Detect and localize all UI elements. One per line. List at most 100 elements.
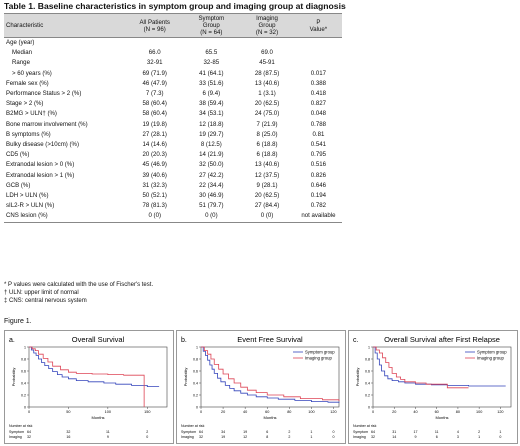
- x-tick-label: 120: [330, 410, 336, 414]
- legend-label: Symptom group: [477, 350, 507, 355]
- cell-symptom: 51 (79.7): [199, 202, 224, 210]
- cell-p-value: 0.795: [310, 151, 327, 159]
- cell-imaging: 20 (62.5): [254, 192, 280, 200]
- header-text: Symptom: [198, 15, 225, 22]
- panel-label: a.: [9, 337, 15, 344]
- risk-value: 1: [478, 435, 480, 439]
- cell-symptom: 33 (51.6): [199, 79, 224, 87]
- risk-value: 2: [478, 430, 480, 434]
- risk-value: 14: [392, 435, 396, 439]
- risk-value: 1: [310, 435, 312, 439]
- cell-characteristic: B2MG > ULN† (%): [6, 110, 57, 118]
- header-text: Group: [258, 22, 276, 29]
- cell-all: 69 (71.9): [142, 69, 167, 77]
- table-row: Bulky disease (>10cm) (%) 14 (14.6) 8 (12.…: [4, 140, 342, 150]
- cell-symptom: 22 (34.4): [199, 181, 224, 189]
- cell-imaging: 24 (75.0): [254, 110, 280, 118]
- series-line-1: [373, 346, 469, 389]
- cell-all: 39 (40.6): [142, 171, 167, 179]
- header-text: (N = 32): [255, 29, 279, 36]
- y-axis-label: Probability: [355, 368, 360, 387]
- cell-imaging: [239, 38, 295, 49]
- x-tick-label: 100: [105, 410, 111, 414]
- risk-value: 19: [243, 430, 247, 434]
- risk-value: 2: [288, 435, 290, 439]
- cell-imaging: 28 (87.5): [254, 69, 280, 77]
- cell-all: 50 (52.1): [142, 192, 167, 200]
- note-p-values: * P values were calculated with the use …: [4, 282, 154, 288]
- cell-imaging: 9 (28.1): [256, 181, 278, 189]
- risk-table-label: Number at risk: [181, 424, 205, 428]
- x-tick-label: 60: [435, 410, 439, 414]
- risk-value: 2: [288, 430, 290, 434]
- x-tick-label: 150: [144, 410, 150, 414]
- y-tick-label: 0.6: [193, 370, 198, 374]
- y-tick-label: 0: [24, 406, 26, 410]
- cell-p-value: 0.017: [310, 69, 327, 77]
- figure-label: Figure 1.: [4, 318, 32, 325]
- x-axis-label: Months: [263, 415, 276, 420]
- km-chart-survival-after-relapse: c. Overall Survival after First Relapse00…: [353, 335, 512, 439]
- cell-all: 31 (32.3): [142, 181, 167, 189]
- legend-label: Imaging group: [477, 356, 504, 361]
- y-tick-label: 0.2: [21, 394, 26, 398]
- cell-p-value: 0.388: [310, 79, 327, 87]
- cell-characteristic: Female sex (%): [6, 79, 49, 87]
- y-tick-label: 0.4: [21, 382, 26, 386]
- chart-title: Overall Survival after First Relapse: [384, 335, 500, 344]
- cell-p-value: 0.826: [310, 171, 327, 179]
- cell-all: 58 (60.4): [142, 100, 167, 108]
- risk-value: 32: [27, 435, 31, 439]
- risk-value: 9: [107, 435, 109, 439]
- risk-row-name: Symptom: [9, 430, 24, 434]
- cell-symptom: 12 (18.8): [199, 120, 224, 128]
- table-row: Bone marrow involvement (%) 19 (19.8) 12 (…: [4, 120, 342, 130]
- cell-symptom: 6 (9.4): [202, 90, 221, 98]
- cell-symptom: 0 (0): [183, 211, 240, 223]
- table-row: Extranodal lesion > 1 (%) 39 (40.6) 27 (42…: [4, 171, 342, 181]
- y-axis-label: Probability: [11, 368, 16, 387]
- panel-overall-survival: a. Overall Survival 0 0.2 0.4 0.6 0.8 1 0 50 100 15…: [4, 330, 174, 444]
- header-text: All Patients: [139, 18, 170, 26]
- risk-row-name: Imaging: [353, 435, 366, 439]
- x-axis-label: Months: [91, 415, 104, 420]
- panel-label: b.: [181, 337, 187, 344]
- cell-symptom: 34 (53.1): [199, 110, 224, 118]
- cell-p-value: 0.516: [310, 161, 327, 169]
- risk-table-label: Number at risk: [9, 424, 33, 428]
- y-tick-label: 0.6: [21, 370, 26, 374]
- header-text: (N = 96): [143, 25, 166, 33]
- y-axis-label: Probability: [183, 368, 188, 387]
- table-row: B2MG > ULN† (%) 58 (60.4) 34 (53.1) 24 (75.…: [4, 109, 342, 119]
- y-tick-label: 1: [24, 346, 26, 350]
- chart-title: Overall Survival: [72, 335, 125, 344]
- header-text: Characteristic: [6, 22, 44, 29]
- cell-all: 46 (47.9): [142, 79, 167, 87]
- header-text: Group: [202, 22, 220, 29]
- table-row: Range 32-91 32-85 45-91: [4, 58, 342, 68]
- table-header-row: Characteristic All Patients (N = 96) Symp…: [4, 13, 342, 38]
- cell-imaging: 8 (25.0): [256, 130, 278, 138]
- note-uln: † ULN: upper limit of normal: [4, 290, 79, 297]
- x-tick-label: 60: [265, 410, 269, 414]
- y-tick-label: 0.2: [193, 394, 198, 398]
- x-tick-label: 0: [372, 410, 374, 414]
- panel-survival-after-relapse: c. Overall Survival after First Relapse 0 0…: [348, 330, 518, 444]
- cell-p-value: 0.646: [310, 181, 327, 189]
- table-row: CD5 (%) 20 (20.3) 14 (21.9) 6 (18.8) 0.795: [4, 150, 342, 160]
- risk-value: 0: [146, 435, 148, 439]
- y-tick-label: 0.8: [365, 358, 370, 362]
- cell-characteristic: Median: [12, 49, 32, 57]
- risk-value: 0: [332, 430, 334, 434]
- header-text: (N = 64): [200, 29, 223, 36]
- x-tick-label: 100: [308, 410, 314, 414]
- series-line-1: [29, 346, 145, 407]
- y-tick-label: 0.2: [365, 394, 370, 398]
- risk-value: 64: [199, 430, 203, 434]
- header-text: Value*: [309, 25, 328, 33]
- table-row: B symptoms (%) 27 (28.1) 19 (29.7) 8 (25.0)…: [4, 130, 342, 140]
- risk-value: 32: [66, 430, 70, 434]
- risk-value: 17: [413, 430, 417, 434]
- risk-value: 11: [435, 430, 439, 434]
- cell-all: 27 (28.1): [142, 130, 167, 138]
